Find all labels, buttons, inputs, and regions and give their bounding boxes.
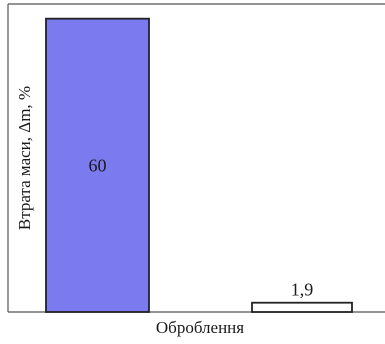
x-axis-label: Оброблення <box>156 318 244 337</box>
y-axis-label: Втрата маси, Δm, % <box>15 86 34 230</box>
data-label-1: 60 <box>89 155 107 175</box>
bar-2 <box>252 303 352 312</box>
data-label-2: 1,9 <box>291 280 314 300</box>
